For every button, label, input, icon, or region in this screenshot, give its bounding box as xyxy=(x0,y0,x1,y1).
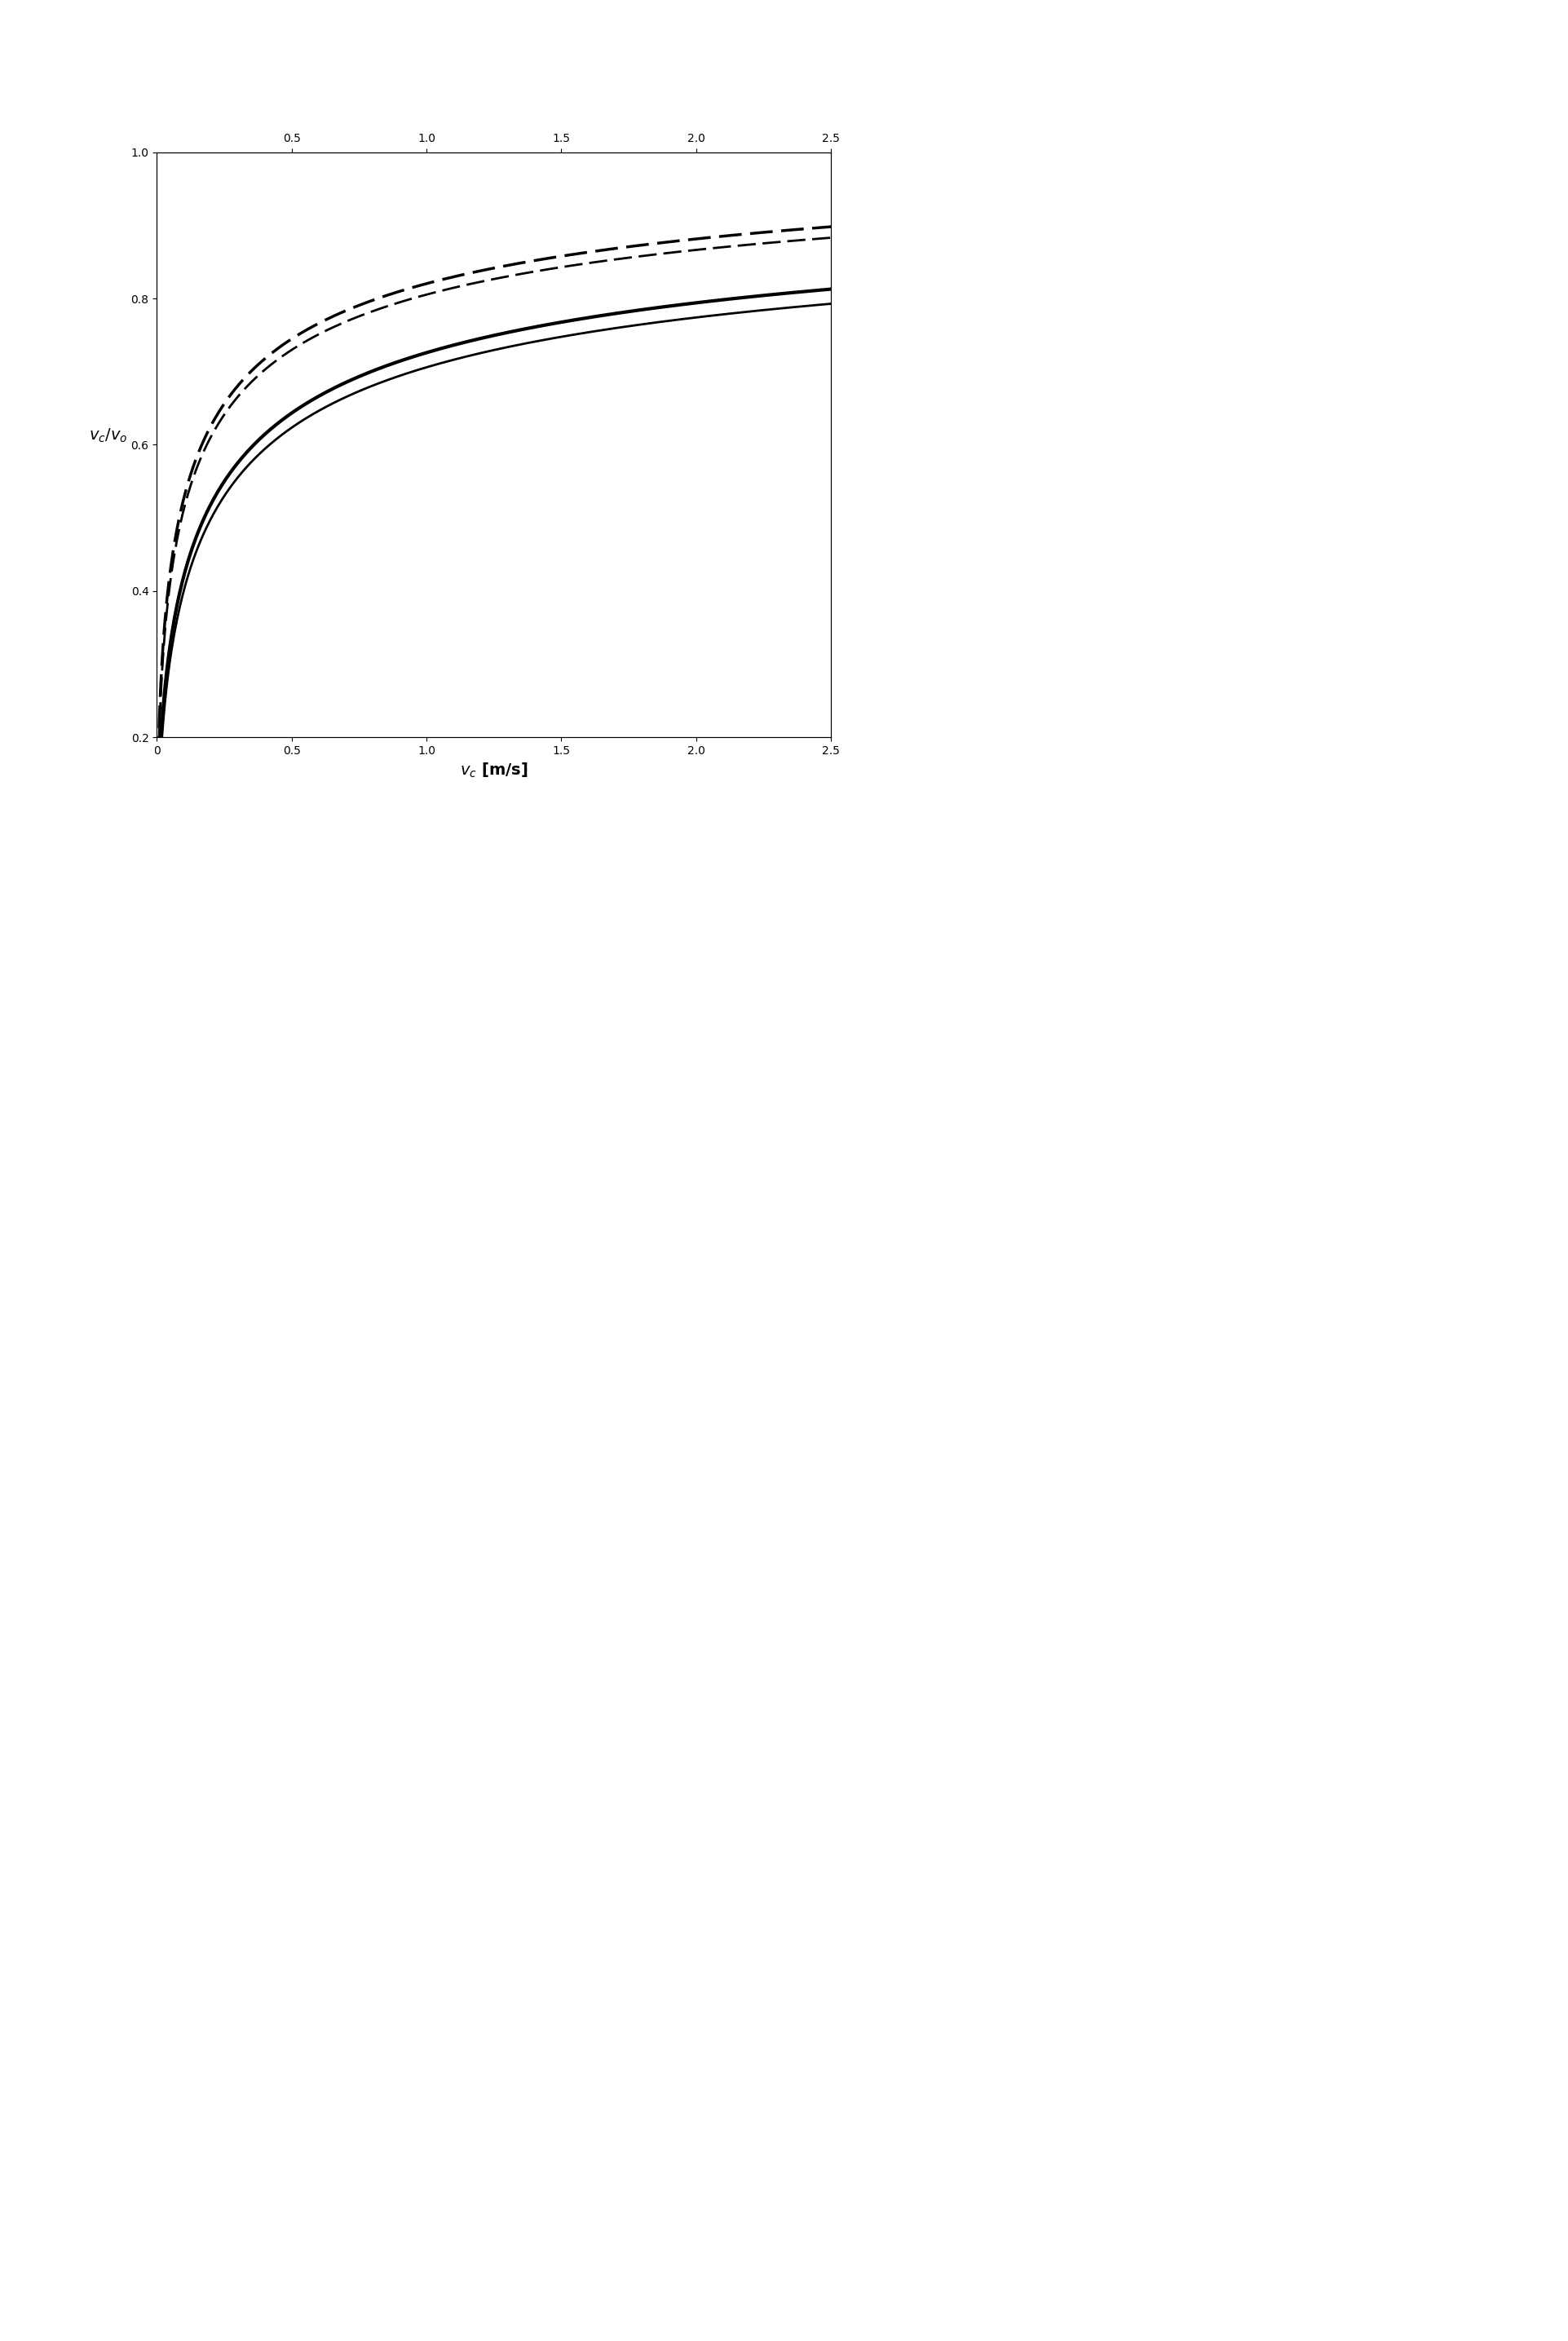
X-axis label: $v_c$ [m/s]: $v_c$ [m/s] xyxy=(459,761,528,780)
Y-axis label: $v_c/v_o$: $v_c/v_o$ xyxy=(89,428,127,445)
